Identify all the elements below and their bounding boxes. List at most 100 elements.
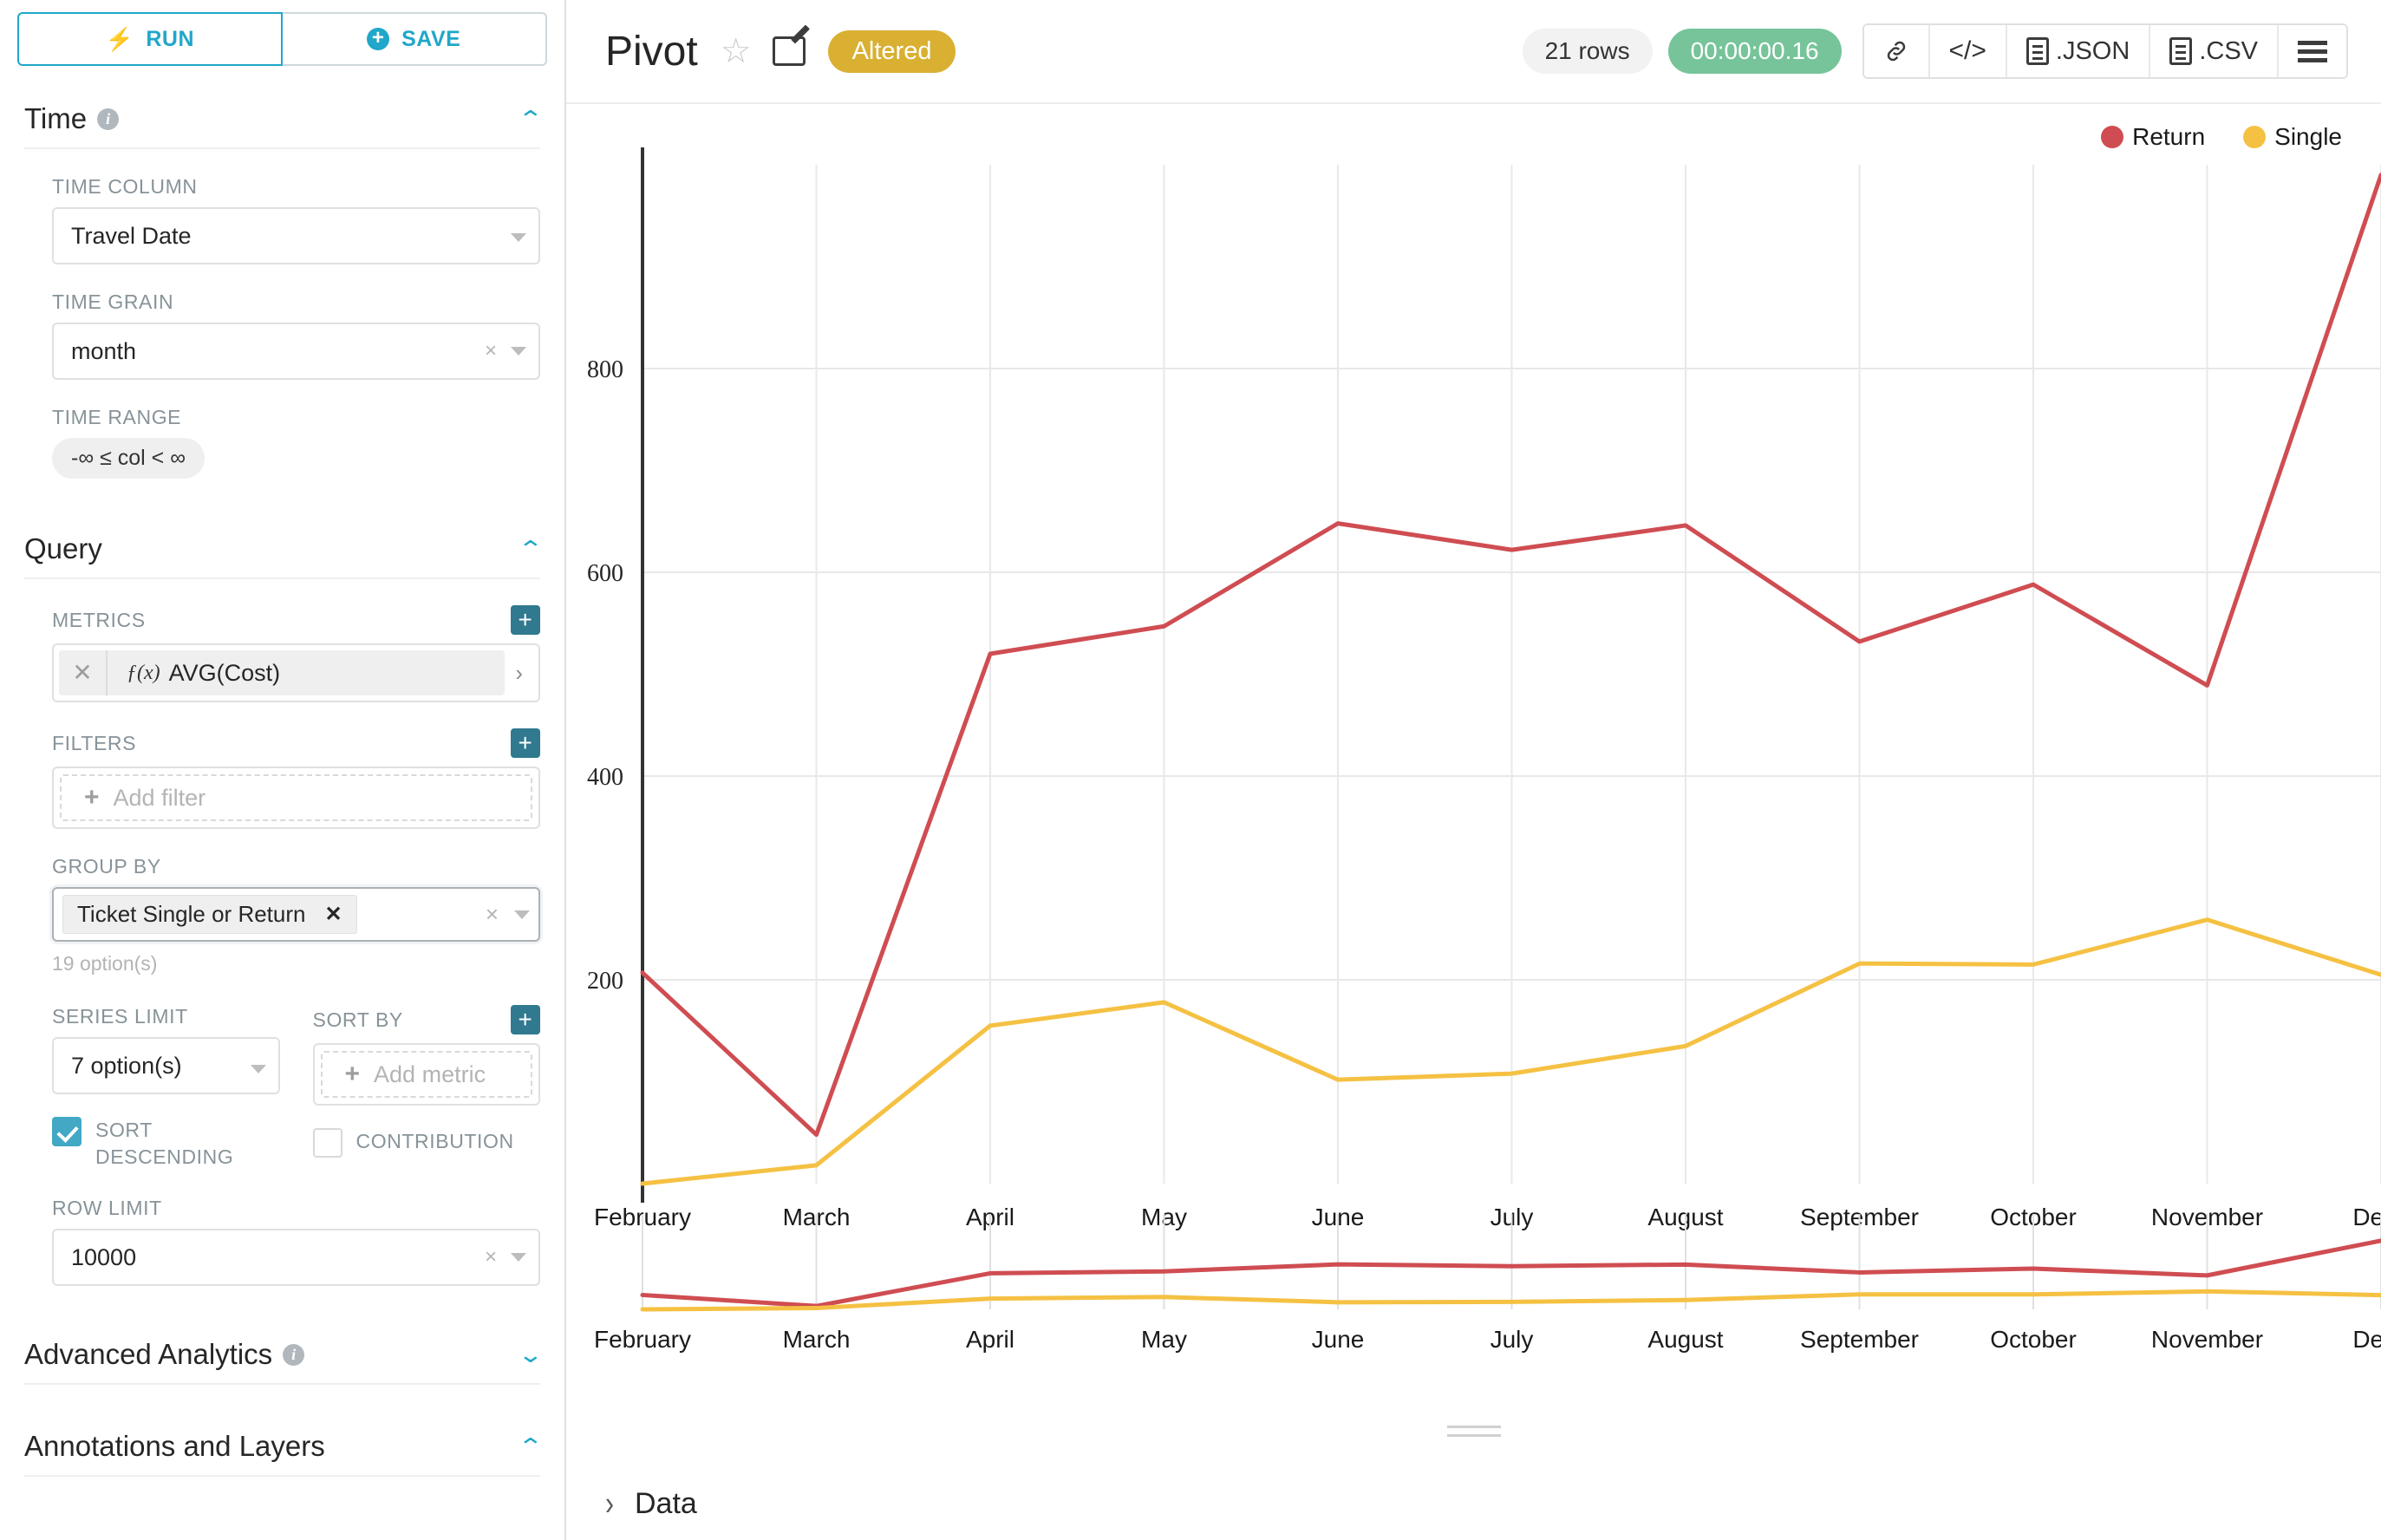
run-button[interactable]: ⚡ RUN [17, 12, 283, 66]
clear-icon[interactable]: × [484, 1245, 497, 1269]
clear-icon[interactable]: × [485, 901, 499, 927]
sort-by-box: + Add metric [312, 1043, 540, 1106]
data-panel-label: Data [635, 1487, 697, 1520]
groupby-option-count: 19 option(s) [52, 952, 158, 975]
data-panel-toggle[interactable]: › Data [605, 1485, 697, 1523]
annotations-section: Annotations and Layers ⌃ [0, 1430, 564, 1478]
chevron-right-icon[interactable]: › [515, 659, 523, 686]
svg-text:February: February [594, 1326, 691, 1353]
csv-file-icon [2169, 37, 2193, 65]
control-panel-sidebar: ⚡ RUN SAVE Time i ⌃ TIME COLUMN Travel D… [0, 0, 566, 1540]
chevron-up-icon[interactable]: ⌃ [517, 536, 545, 562]
remove-metric-icon[interactable]: ✕ [59, 650, 108, 695]
groupby-control: GROUP BY Ticket Single or Return ✕ × 19 … [24, 855, 540, 976]
svg-text:August: August [1647, 1326, 1723, 1353]
clear-icon[interactable]: × [484, 339, 497, 362]
sort-descending-row[interactable]: SORT DESCENDING [52, 1117, 280, 1171]
code-icon: </> [1948, 36, 1986, 65]
time-column-select[interactable]: Travel Date [52, 207, 540, 264]
limit-sort-row: SERIES LIMIT 7 option(s) SORT DESCENDING… [24, 979, 540, 1171]
star-icon[interactable]: ☆ [720, 32, 752, 70]
share-link-button[interactable] [1863, 25, 1930, 77]
plus-icon: + [84, 783, 100, 812]
sort-descending-label: SORT DESCENDING [95, 1119, 234, 1169]
time-range-value[interactable]: -∞ ≤ col < ∞ [52, 438, 205, 479]
legend-item-return[interactable]: Return [2101, 123, 2205, 151]
sort-descending-checkbox[interactable] [52, 1117, 82, 1146]
add-sort-metric-button[interactable]: + [511, 1005, 540, 1034]
time-grain-select[interactable]: month × [52, 323, 540, 380]
sort-by-control: SORT BY + + Add metric CONTRIBUTION [312, 979, 541, 1171]
add-filter-dropzone[interactable]: + Add filter [60, 774, 532, 821]
metrics-control: METRICS + ✕ ƒ(x) AVG(Cost) › [24, 605, 540, 702]
chevron-up-icon[interactable]: ⌃ [517, 106, 545, 132]
chart-container: Return Single 200 400 600 800 February March A… [566, 104, 2381, 1540]
time-section: Time i ⌃ TIME COLUMN Travel Date TIME GR… [0, 102, 564, 479]
series-limit-select[interactable]: 7 option(s) [52, 1037, 280, 1094]
remove-tag-icon[interactable]: ✕ [324, 903, 342, 926]
contribution-row[interactable]: CONTRIBUTION [312, 1128, 541, 1158]
chevron-down-icon [511, 1253, 526, 1263]
metric-chip[interactable]: ✕ ƒ(x) AVG(Cost) [59, 650, 506, 695]
query-section-header[interactable]: Query ⌃ [24, 532, 544, 579]
time-section-header[interactable]: Time i ⌃ [24, 102, 544, 149]
add-filter-button[interactable]: + [511, 728, 540, 758]
advanced-analytics-header[interactable]: Advanced Analytics i ⌄ [24, 1338, 544, 1386]
chevron-down-icon[interactable]: ⌄ [517, 1341, 545, 1368]
chevron-up-icon[interactable]: ⌃ [517, 1433, 545, 1460]
svg-text:June: June [1312, 1326, 1365, 1353]
contribution-label: CONTRIBUTION [356, 1130, 514, 1152]
save-button[interactable]: SAVE [282, 12, 547, 66]
page-title: Pivot [605, 28, 698, 75]
drag-handle-icon[interactable] [1446, 1426, 1501, 1443]
info-icon[interactable]: i [97, 108, 120, 130]
advanced-analytics-title: Advanced Analytics [24, 1338, 273, 1371]
chart-header-bar: Pivot ☆ Altered 21 rows 00:00:00.16 [566, 0, 2381, 104]
metrics-box: ✕ ƒ(x) AVG(Cost) › [52, 643, 540, 702]
save-button-label: SAVE [401, 26, 461, 51]
row-limit-select[interactable]: 10000 × [52, 1229, 540, 1287]
json-file-icon [2025, 37, 2049, 65]
contribution-checkbox[interactable] [312, 1128, 342, 1158]
plus-circle-icon [367, 28, 390, 50]
hamburger-menu-icon [2298, 40, 2327, 62]
metrics-label: METRICS [52, 608, 146, 631]
legend-item-single[interactable]: Single [2243, 123, 2342, 151]
view-query-button[interactable]: </> [1929, 25, 2007, 77]
export-json-button[interactable]: .JSON [2006, 25, 2151, 77]
metric-value: AVG(Cost) [168, 659, 281, 686]
export-json-label: .JSON [2055, 36, 2130, 65]
lightning-bolt-icon: ⚡ [105, 26, 134, 52]
info-icon[interactable]: i [283, 1343, 305, 1366]
svg-text:July: July [1491, 1326, 1534, 1353]
more-menu-button[interactable] [2279, 25, 2346, 77]
svg-text:May: May [1141, 1326, 1187, 1353]
svg-text:Dece: Dece [2352, 1204, 2381, 1230]
link-icon [1887, 41, 1905, 62]
groupby-select[interactable]: Ticket Single or Return ✕ × [52, 887, 540, 942]
svg-text:November: November [2151, 1326, 2263, 1353]
query-timer-badge: 00:00:00.16 [1667, 29, 1842, 74]
advanced-analytics-section: Advanced Analytics i ⌄ [0, 1338, 564, 1386]
time-section-title: Time [24, 102, 88, 134]
groupby-tag[interactable]: Ticket Single or Return ✕ [62, 895, 357, 934]
add-sort-metric-dropzone[interactable]: + Add metric [320, 1051, 532, 1098]
export-button-group: </> .JSON .CSV [1862, 23, 2348, 79]
edit-icon[interactable] [772, 24, 810, 66]
legend-swatch-single [2243, 126, 2267, 148]
export-csv-button[interactable]: .CSV [2150, 25, 2279, 77]
chevron-right-icon: › [605, 1485, 614, 1523]
query-section: Query ⌃ METRICS + ✕ ƒ(x) AVG(Cost) › [0, 532, 564, 1287]
add-metric-button[interactable]: + [511, 605, 540, 635]
svg-text:September: September [1800, 1326, 1919, 1353]
add-metric-placeholder: Add metric [374, 1060, 486, 1087]
groupby-label: GROUP BY [52, 855, 161, 878]
svg-text:March: March [783, 1326, 851, 1353]
annotations-header[interactable]: Annotations and Layers ⌃ [24, 1430, 544, 1478]
time-range-label: TIME RANGE [52, 406, 182, 428]
time-grain-label: TIME GRAIN [52, 290, 174, 313]
series-limit-label: SERIES LIMIT [52, 1005, 188, 1028]
time-column-value: Travel Date [71, 222, 192, 249]
line-chart-svg[interactable]: 200 400 600 800 February March April May June Jul… [566, 104, 2381, 1405]
